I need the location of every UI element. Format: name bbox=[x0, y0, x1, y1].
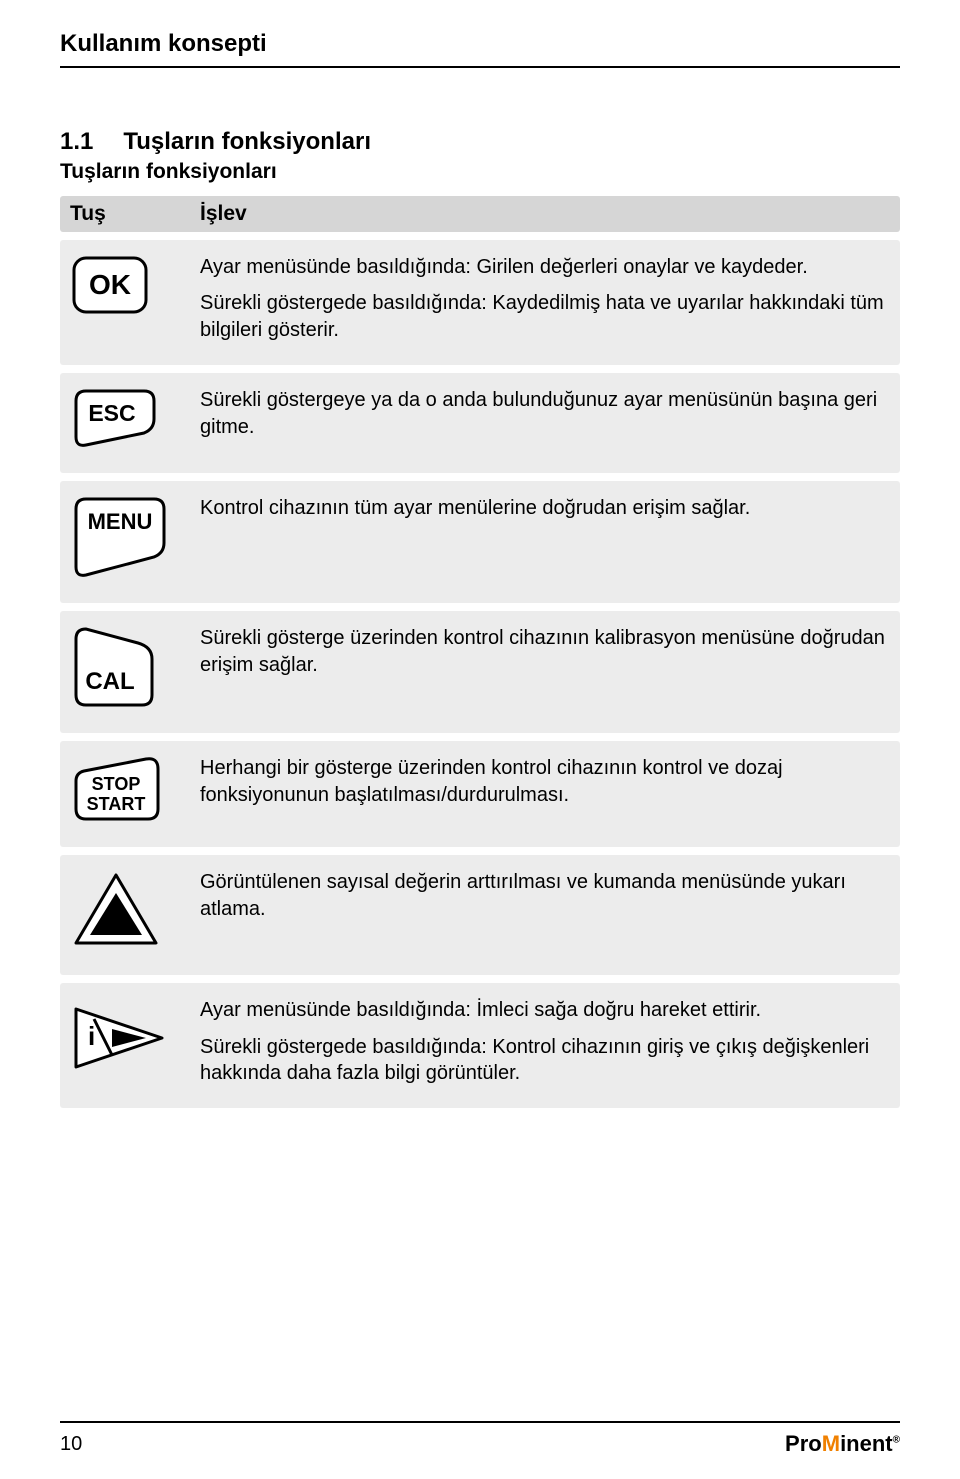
svg-text:START: START bbox=[87, 794, 146, 814]
header-title: Kullanım konsepti bbox=[60, 30, 267, 57]
key-cell: OK bbox=[70, 254, 200, 343]
stop-start-key-icon: STOP START bbox=[70, 755, 166, 825]
key-cell: CAL bbox=[70, 625, 200, 711]
subtitle: Tuşların fonksiyonları bbox=[60, 160, 900, 184]
cal-key-icon: CAL bbox=[70, 625, 160, 711]
svg-text:i: i bbox=[88, 1021, 95, 1051]
table-row: MENU Kontrol cihazının tüm ayar menüleri… bbox=[60, 481, 900, 603]
table-row: Görüntülenen sayısal değerin arttırılmas… bbox=[60, 855, 900, 975]
table-row: i Ayar menüsünde basıldığında: İmleci sa… bbox=[60, 983, 900, 1108]
section-number: 1.1 bbox=[60, 128, 93, 155]
svg-text:ESC: ESC bbox=[88, 400, 135, 426]
desc-text: Sürekli göstergeye ya da o anda bulunduğ… bbox=[200, 387, 890, 440]
desc-cell: Sürekli gösterge üzerinden kontrol cihaz… bbox=[200, 625, 890, 711]
desc-text: Kontrol cihazının tüm ayar menülerine do… bbox=[200, 495, 890, 521]
info-right-key-icon: i bbox=[70, 997, 170, 1079]
page-footer: 10 ProMinent® bbox=[60, 1421, 900, 1457]
desc-cell: Kontrol cihazının tüm ayar menülerine do… bbox=[200, 495, 890, 581]
esc-key-icon: ESC bbox=[70, 387, 160, 451]
key-cell bbox=[70, 869, 200, 953]
key-cell: ESC bbox=[70, 387, 200, 451]
col-header-key: Tuş bbox=[70, 202, 200, 226]
table-header: Tuş İşlev bbox=[60, 196, 900, 232]
desc-text: Sürekli göstergede basıldığında: Kaydedi… bbox=[200, 290, 890, 343]
svg-text:MENU: MENU bbox=[88, 509, 153, 534]
desc-text: Görüntülenen sayısal değerin arttırılmas… bbox=[200, 869, 890, 922]
ok-key-icon: OK bbox=[70, 254, 150, 322]
svg-text:OK: OK bbox=[89, 269, 131, 300]
page-number: 10 bbox=[60, 1433, 82, 1456]
table-row: ESC Sürekli göstergeye ya da o anda bulu… bbox=[60, 373, 900, 473]
desc-cell: Ayar menüsünde basıldığında: Girilen değ… bbox=[200, 254, 890, 343]
section-title: 1.1 Tuşların fonksiyonları bbox=[60, 128, 900, 156]
table-row: OK Ayar menüsünde basıldığında: Girilen … bbox=[60, 240, 900, 365]
desc-cell: Görüntülenen sayısal değerin arttırılmas… bbox=[200, 869, 890, 953]
desc-cell: Herhangi bir gösterge üzerinden kontrol … bbox=[200, 755, 890, 825]
up-arrow-key-icon bbox=[70, 869, 162, 953]
desc-text: Herhangi bir gösterge üzerinden kontrol … bbox=[200, 755, 890, 808]
key-cell: i bbox=[70, 997, 200, 1086]
brand-logo: ProMinent® bbox=[785, 1431, 900, 1457]
svg-text:STOP: STOP bbox=[92, 774, 141, 794]
desc-cell: Ayar menüsünde basıldığında: İmleci sağa… bbox=[200, 997, 890, 1086]
desc-text: Sürekli göstergede basıldığında: Kontrol… bbox=[200, 1034, 890, 1087]
svg-text:CAL: CAL bbox=[85, 668, 134, 695]
key-cell: MENU bbox=[70, 495, 200, 581]
table-row: CAL Sürekli gösterge üzerinden kontrol c… bbox=[60, 611, 900, 733]
desc-text: Ayar menüsünde basıldığında: Girilen değ… bbox=[200, 254, 890, 280]
section-name: Tuşların fonksiyonları bbox=[123, 128, 371, 155]
menu-key-icon: MENU bbox=[70, 495, 170, 581]
table-row: STOP START Herhangi bir gösterge üzerind… bbox=[60, 741, 900, 847]
key-function-table: Tuş İşlev OK Ayar menüsünde basıldığında… bbox=[60, 196, 900, 1108]
page-header: Kullanım konsepti bbox=[60, 30, 900, 68]
col-header-func: İşlev bbox=[200, 202, 890, 226]
key-cell: STOP START bbox=[70, 755, 200, 825]
desc-cell: Sürekli göstergeye ya da o anda bulunduğ… bbox=[200, 387, 890, 451]
desc-text: Sürekli gösterge üzerinden kontrol cihaz… bbox=[200, 625, 890, 678]
desc-text: Ayar menüsünde basıldığında: İmleci sağa… bbox=[200, 997, 890, 1023]
